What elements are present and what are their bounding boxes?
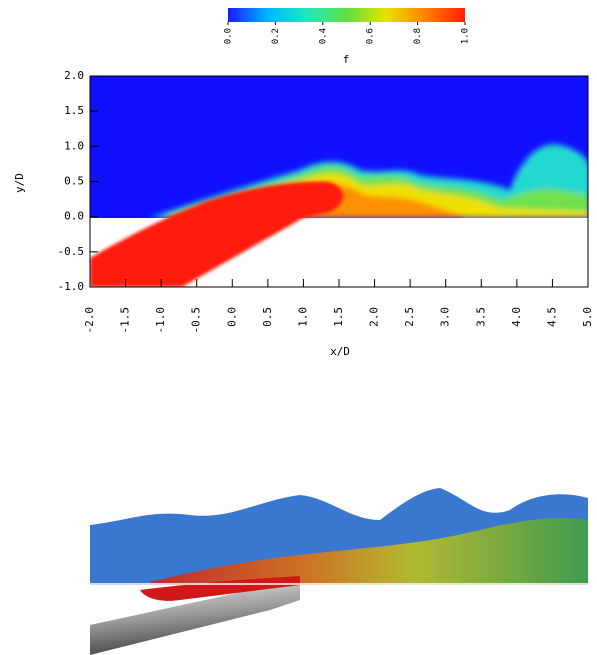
render-3d	[90, 488, 588, 655]
x-tick-label: 1.5	[332, 307, 345, 327]
contour-field	[90, 76, 588, 287]
colorbar-label: f	[343, 53, 350, 66]
colorbar-tick-label: 0.4	[318, 28, 328, 44]
colorbar-tick-label: 0.6	[366, 28, 376, 44]
x-tick-label: 4.0	[510, 307, 523, 327]
y-tick-label: -0.5	[58, 245, 85, 258]
x-tick-label: 2.5	[403, 307, 416, 327]
y-tick-label: 0.0	[64, 210, 84, 223]
y-tick-label: 2.0	[64, 69, 84, 82]
x-tick-label: 2.0	[368, 307, 381, 327]
y-tick-label: 1.0	[64, 139, 84, 152]
colorbar-tick-label: 0.2	[271, 28, 281, 44]
x-tick-label: -1.0	[154, 307, 167, 334]
colorbar-tick-label: 0.0	[224, 28, 234, 44]
x-tick-label: -0.5	[190, 307, 203, 334]
colorbar	[228, 8, 465, 22]
colorbar-tick-label: 0.8	[413, 28, 423, 44]
x-tick-label: -1.5	[119, 307, 132, 334]
y-tick-label: 1.5	[64, 104, 84, 117]
y-tick-label: 0.5	[64, 175, 84, 188]
x-tick-label: 0.0	[225, 307, 238, 327]
colorbar-tick-label: 1.0	[461, 28, 471, 44]
x-tick-label: -2.0	[83, 307, 96, 334]
x-tick-label: 3.5	[474, 307, 487, 327]
x-axis-label: x/D	[330, 345, 350, 358]
x-tick-label: 3.0	[439, 307, 452, 327]
x-tick-label: 1.0	[296, 307, 309, 327]
x-tick-label: 4.5	[545, 307, 558, 327]
x-tick-label: 5.0	[581, 307, 594, 327]
y-tick-label: -1.0	[58, 280, 85, 293]
x-tick-label: 0.5	[261, 307, 274, 327]
y-axis-label: y/D	[13, 173, 26, 193]
